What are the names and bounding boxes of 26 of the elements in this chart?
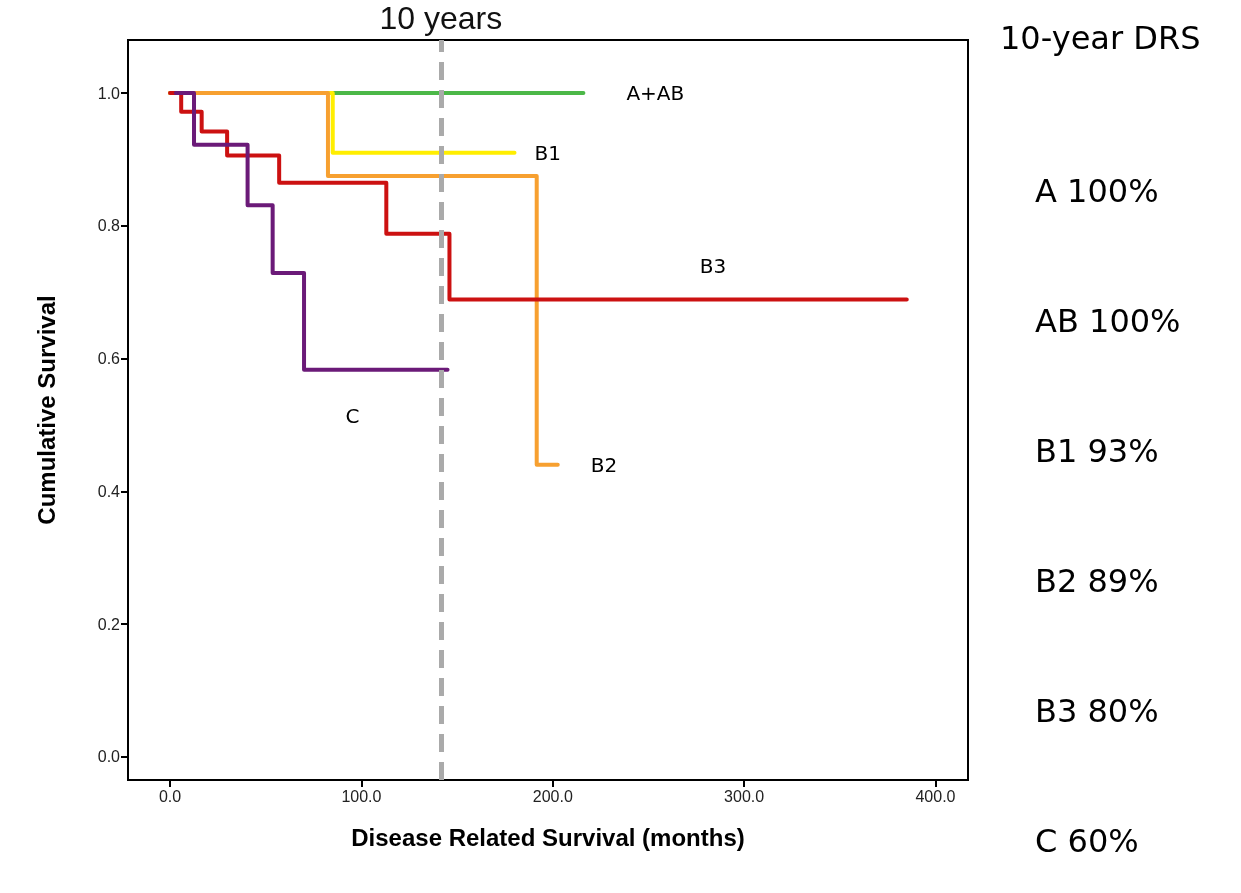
text: A 100%	[1035, 172, 1159, 210]
series-label: C	[345, 403, 360, 428]
series-label: B2	[590, 452, 618, 477]
y-tick-label: 1.0	[97, 84, 121, 102]
y-tick-label: 0.8	[97, 217, 121, 235]
series-label: B1	[534, 140, 561, 165]
text: 10-year DRS	[1000, 19, 1201, 57]
x-tick-label: 0.0	[158, 787, 182, 805]
text: B3 80%	[1035, 692, 1159, 730]
text: B1 93%	[1035, 432, 1159, 470]
text: C 60%	[1035, 822, 1139, 860]
y-tick-label: 0.0	[97, 748, 121, 766]
x-tick-label: 300.0	[724, 787, 765, 805]
ref-line-label: 10 years	[379, 0, 503, 36]
y-tick-label: 0.2	[97, 615, 121, 633]
x-tick-label: 100.0	[341, 787, 382, 805]
series-label: B3	[699, 254, 727, 279]
text: AB 100%	[1035, 302, 1181, 340]
y-tick-label: 0.4	[97, 482, 121, 500]
text: A+AB	[626, 81, 685, 106]
y-tick-label: 0.6	[97, 350, 121, 368]
x-tick-label: 200.0	[532, 787, 573, 805]
y-axis-title: Cumulative Survival	[32, 295, 60, 525]
text: B2 89%	[1035, 562, 1159, 600]
x-tick-label: 400.0	[915, 787, 956, 805]
x-axis-title: Disease Related Survival (months)	[351, 823, 745, 851]
